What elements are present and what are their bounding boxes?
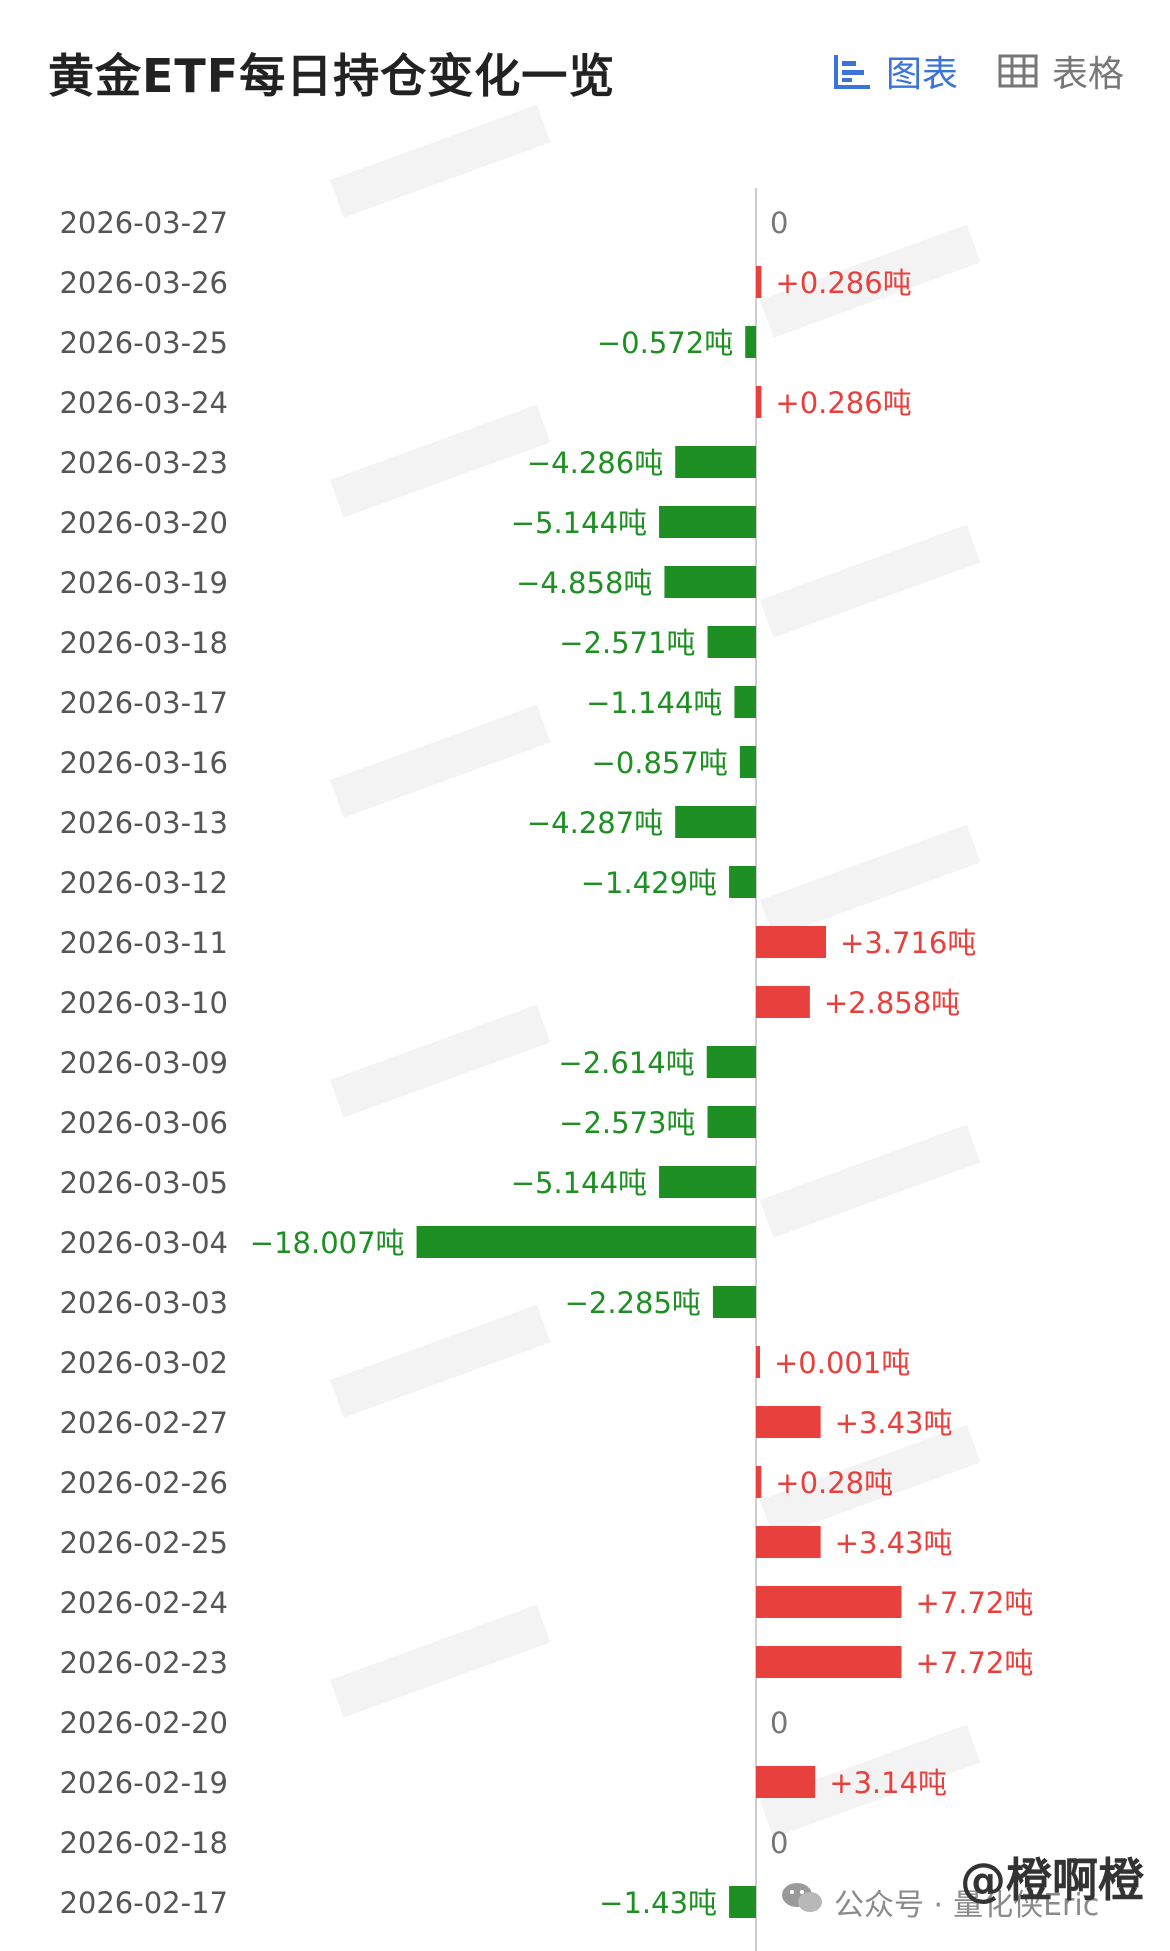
bar [734,686,756,718]
data-label: +2.858吨 [824,986,960,1020]
data-label: −4.287吨 [527,806,663,840]
tab-chart[interactable]: 图表 [832,46,958,96]
account-name: 量化侠Eric [953,1888,1100,1923]
tab-table[interactable]: 表格 [998,46,1124,96]
category-label: 2026-03-06 [59,1106,228,1140]
data-label: −2.571吨 [559,626,695,660]
bar [706,1046,756,1078]
bar [675,806,756,838]
category-label: 2026-03-13 [59,806,228,840]
category-label: 2026-03-11 [59,926,228,960]
bar [712,1286,756,1318]
data-label: −4.286吨 [527,446,663,480]
category-label: 2026-03-18 [59,626,228,660]
bar [416,1226,756,1258]
category-label: 2026-02-19 [59,1766,228,1800]
bar [659,1166,756,1198]
bar [756,1586,902,1618]
category-label: 2026-02-24 [59,1586,228,1620]
bar [664,566,756,598]
page-title: 黄金ETF每日持仓变化一览 [48,49,616,103]
data-label: +0.001吨 [774,1346,910,1380]
bar [756,986,810,1018]
bar [756,266,762,298]
category-label: 2026-03-20 [59,506,228,540]
category-label: 2026-03-25 [59,326,228,360]
data-label: +0.286吨 [775,266,911,300]
bar [756,926,827,958]
category-label: 2026-03-03 [59,1286,228,1320]
data-label: −2.285吨 [565,1286,701,1320]
category-label: 2026-03-27 [59,206,228,240]
bar [739,746,756,778]
data-label: −1.429吨 [581,866,717,900]
category-label: 2026-02-23 [59,1646,228,1680]
category-label: 2026-03-23 [59,446,228,480]
data-label: +0.286吨 [775,386,911,420]
category-label: 2026-03-17 [59,686,228,720]
bar [756,1466,762,1498]
data-label: −0.857吨 [592,746,728,780]
category-label: 2026-02-17 [59,1886,228,1920]
bar [756,1646,902,1678]
wechat-icon [780,1880,824,1924]
category-label: 2026-02-18 [59,1826,228,1860]
data-label: −4.858吨 [516,566,652,600]
category-label: 2026-03-19 [59,566,228,600]
bar-chart-icon [832,51,872,91]
data-label: −5.144吨 [511,1166,647,1200]
category-label: 2026-03-02 [59,1346,228,1380]
bar [675,446,756,478]
bar [729,1886,756,1918]
category-label: 2026-02-26 [59,1466,228,1500]
category-label: 2026-03-10 [59,986,228,1020]
bar [756,1346,760,1378]
tab-chart-label: 图表 [886,54,959,95]
category-label: 2026-03-16 [59,746,228,780]
bar [756,1406,821,1438]
data-label: −1.43吨 [599,1886,717,1920]
footer: 公众号 · 量化侠Eric @橙啊橙 [780,1853,1144,1924]
category-label: 2026-02-20 [59,1706,228,1740]
data-label: +3.43吨 [835,1406,953,1440]
category-label: 2026-03-24 [59,386,228,420]
category-label: 2026-03-26 [59,266,228,300]
bar [659,506,756,538]
category-label: 2026-03-09 [59,1046,228,1080]
data-label: −2.614吨 [558,1046,694,1080]
table-icon [998,54,1038,88]
bar [756,1526,821,1558]
bar [729,866,756,898]
data-label: +3.14吨 [829,1766,947,1800]
bar [756,386,762,418]
category-label: 2026-03-04 [59,1226,228,1260]
category-label: 2026-03-05 [59,1166,228,1200]
data-label: −18.007吨 [250,1226,405,1260]
data-label: +7.72吨 [916,1646,1034,1680]
data-label: +3.716吨 [840,926,976,960]
bar [707,1106,756,1138]
tab-table-label: 表格 [1052,54,1125,95]
data-label: +3.43吨 [835,1526,953,1560]
data-label: −2.573吨 [559,1106,695,1140]
account-prefix: 公众号 · [834,1888,944,1923]
data-label: −0.572吨 [597,326,733,360]
category-label: 2026-02-25 [59,1526,228,1560]
data-label: 0 [770,206,788,240]
bar [745,326,756,358]
category-label: 2026-02-27 [59,1406,228,1440]
bar [707,626,756,658]
data-label: 0 [770,1706,788,1740]
handle: @橙啊橙 [960,1853,1144,1907]
category-label: 2026-03-12 [59,866,228,900]
data-label: 0 [770,1826,788,1860]
data-label: +0.28吨 [775,1466,893,1500]
data-label: −1.144吨 [586,686,722,720]
bar [756,1766,816,1798]
data-label: +7.72吨 [916,1586,1034,1620]
data-label: −5.144吨 [511,506,647,540]
